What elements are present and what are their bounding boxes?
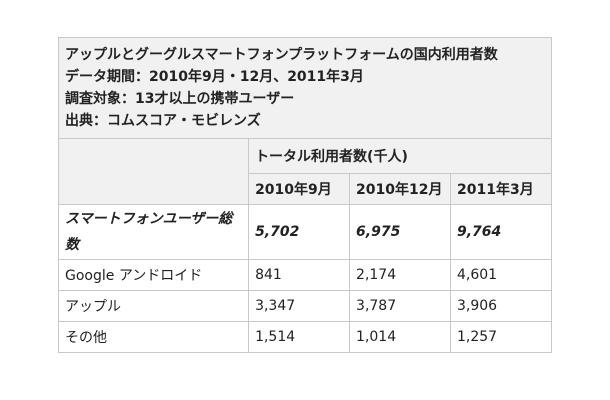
data-table: アップルとグーグルスマートフォンプラットフォームの国内利用者数 データ期間：20… [57, 37, 552, 353]
header-row: アップルとグーグルスマートフォンプラットフォームの国内利用者数 データ期間：20… [58, 37, 552, 139]
table-cell: 1,014 [349, 321, 451, 353]
column-header: 2010年9月 [248, 173, 351, 205]
header-title: アップルとグーグルスマートフォンプラットフォームの国内利用者数 [65, 47, 498, 63]
table-row: スマートフォンユーザー総数 5,702 6,975 9,764 [57, 204, 552, 260]
column-header-row: 2010年9月 2010年12月 2011年3月 [59, 173, 552, 205]
column-header: 2010年12月 [349, 173, 451, 205]
row-label: スマートフォンユーザー総数 [57, 204, 250, 260]
header-block: アップルとグーグルスマートフォンプラットフォームの国内利用者数 データ期間：20… [58, 37, 552, 139]
header-period: データ期間：2010年9月・12月、2011年3月 [65, 69, 364, 85]
header-subjects: 調査対象：13才以上の携帯ユーザー [65, 91, 295, 107]
table-cell: 1,514 [248, 321, 351, 353]
table-cell: 6,975 [349, 204, 451, 260]
table-cell: 5,702 [248, 204, 351, 260]
row-label: アップル [57, 290, 250, 322]
table-cell: 3,347 [248, 290, 351, 322]
table-row: Google アンドロイド 841 2,174 4,601 [57, 259, 552, 291]
table-cell: 2,174 [349, 259, 451, 291]
table-cell: 3,787 [349, 290, 451, 322]
corner-cell [57, 138, 250, 205]
table-row: アップル 3,347 3,787 3,906 [57, 290, 552, 322]
row-label: Google アンドロイド [57, 259, 250, 291]
header-source: 出典：コムスコア・モビレンズ [65, 113, 261, 129]
group-header-row: トータル利用者数(千人) [57, 138, 552, 205]
table-cell: 4,601 [450, 259, 552, 291]
table-cell: 9,764 [450, 204, 552, 260]
group-header-cell: トータル利用者数(千人) [248, 138, 552, 174]
table-cell: 841 [248, 259, 351, 291]
table-cell: 3,906 [450, 290, 552, 322]
table-cell: 1,257 [450, 321, 552, 353]
row-label: その他 [57, 321, 250, 353]
table-row: その他 1,514 1,014 1,257 [57, 321, 552, 353]
column-header: 2011年3月 [450, 173, 552, 205]
